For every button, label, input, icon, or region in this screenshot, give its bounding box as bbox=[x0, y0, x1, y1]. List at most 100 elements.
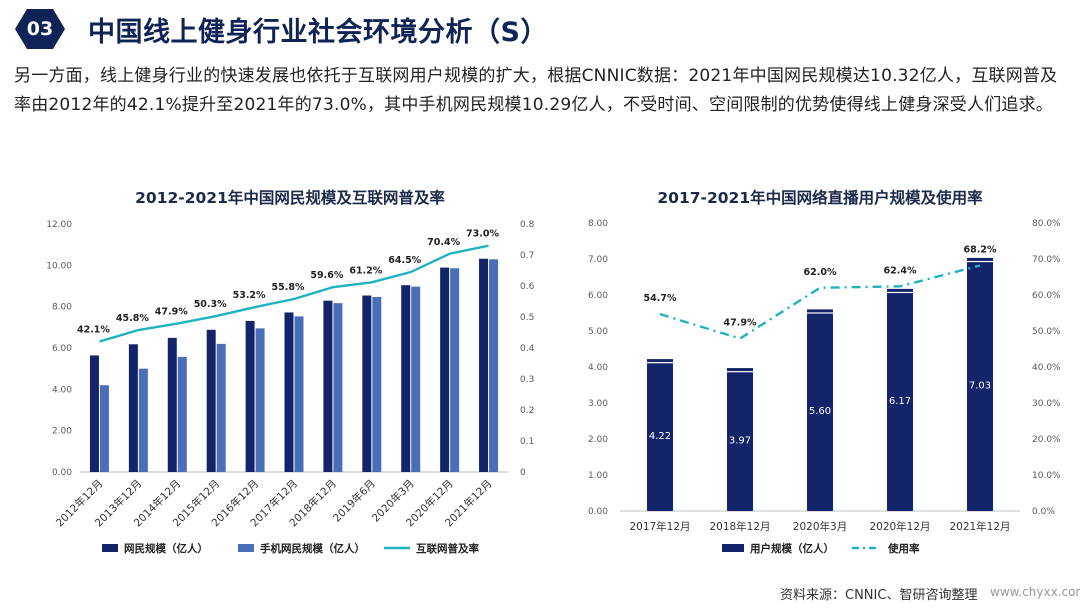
legend-user-scale-swatch bbox=[722, 544, 744, 552]
y2-tick-label: 60.0% bbox=[1032, 291, 1061, 301]
x-tick-label: 2021年12月 bbox=[949, 520, 1010, 533]
bar-netizens bbox=[362, 295, 372, 472]
y-tick-label: 12.00 bbox=[46, 220, 72, 230]
y2-tick-label: 0.8 bbox=[520, 220, 535, 230]
bar-top-stripe bbox=[807, 312, 833, 314]
y-tick-label: 8.00 bbox=[52, 303, 72, 313]
legend-user-scale: 用户规模（亿人） bbox=[749, 542, 834, 555]
data-label-user-scale: 4.22 bbox=[649, 431, 671, 442]
site-url: www.chyxx.com bbox=[990, 585, 1080, 599]
bar-user-scale bbox=[887, 288, 913, 511]
y2-tick-label: 40.0% bbox=[1032, 363, 1061, 373]
bar-top-stripe bbox=[967, 260, 993, 263]
data-label-rate: 64.5% bbox=[388, 255, 421, 266]
bar-netizens bbox=[401, 285, 411, 472]
y-tick-label: 7.00 bbox=[588, 255, 608, 265]
bar-netizens bbox=[245, 320, 255, 472]
y-tick-label: 6.00 bbox=[588, 291, 608, 301]
y-tick-label: 5.00 bbox=[588, 327, 608, 337]
bar-netizens bbox=[479, 258, 489, 472]
live-streaming-chart: 0.00 1.00 2.00 3.00 4.00 5.00 6.00 7.00 8.00 0.0%… bbox=[588, 219, 1061, 555]
data-label-usage-rate: 62.4% bbox=[884, 265, 917, 276]
bar-top-stripe bbox=[727, 371, 753, 373]
section-number-badge: 03 bbox=[14, 7, 66, 51]
data-label-rate: 50.3% bbox=[194, 299, 227, 310]
data-label-user-scale: 6.17 bbox=[889, 396, 911, 407]
bar-user-scale bbox=[647, 359, 673, 511]
y-tick-label: 8.00 bbox=[588, 219, 608, 229]
data-label-rate: 53.2% bbox=[233, 290, 266, 301]
y2-tick-label: 0.4 bbox=[520, 344, 535, 354]
x-tick-label: 2017年12月 bbox=[629, 520, 690, 533]
bar-user-scale bbox=[807, 309, 833, 511]
data-label-usage-rate: 54.7% bbox=[644, 293, 677, 304]
bar-mobile-netizens bbox=[138, 368, 148, 472]
legend-mobile-netizens: 手机网民规模（亿人） bbox=[260, 542, 365, 555]
bar-top-stripe bbox=[647, 362, 673, 364]
y-tick-label: 10.00 bbox=[46, 261, 72, 271]
data-label-rate: 73.0% bbox=[466, 229, 499, 240]
bar-mobile-netizens bbox=[372, 296, 382, 472]
y-tick-label: 4.00 bbox=[52, 385, 72, 395]
chart1-title: 2012-2021年中国网民规模及互联网普及率 bbox=[135, 189, 445, 207]
bar-netizens bbox=[440, 267, 450, 472]
bar-mobile-netizens bbox=[333, 303, 343, 472]
y-tick-label: 6.00 bbox=[52, 344, 72, 354]
data-label-rate: 59.6% bbox=[310, 270, 343, 281]
y2-tick-label: 0 bbox=[520, 468, 526, 478]
y2-tick-label: 0.3 bbox=[520, 375, 534, 385]
data-label-rate: 61.2% bbox=[349, 265, 382, 276]
data-label-rate: 42.1% bbox=[77, 324, 110, 335]
legend-penetration-rate: 互联网普及率 bbox=[416, 542, 479, 555]
data-label-usage-rate: 47.9% bbox=[724, 318, 757, 329]
bar-netizens bbox=[284, 312, 294, 472]
legend-netizens-swatch bbox=[102, 544, 118, 552]
y-tick-label: 1.00 bbox=[588, 471, 608, 481]
data-label-rate: 70.4% bbox=[427, 237, 460, 248]
y2-tick-label: 0.1 bbox=[520, 437, 534, 447]
bar-netizens bbox=[323, 300, 333, 472]
line-penetration-rate bbox=[99, 244, 489, 343]
bar-mobile-netizens bbox=[294, 316, 304, 472]
x-tick-label: 2020年12月 bbox=[869, 520, 930, 533]
y-tick-label: 0.00 bbox=[588, 507, 608, 517]
y2-tick-label: 0.7 bbox=[520, 251, 534, 261]
bar-mobile-netizens bbox=[177, 356, 187, 472]
bar-top-stripe bbox=[887, 291, 913, 294]
y2-tick-label: 0.2 bbox=[520, 406, 534, 416]
y2-tick-label: 10.0% bbox=[1032, 471, 1061, 481]
bar-netizens bbox=[89, 355, 99, 472]
data-label-user-scale: 7.03 bbox=[969, 380, 991, 391]
bar-mobile-netizens bbox=[450, 268, 460, 472]
bar-mobile-netizens bbox=[255, 328, 265, 472]
y2-tick-label: 20.0% bbox=[1032, 435, 1061, 445]
y-tick-label: 2.00 bbox=[52, 427, 72, 437]
bar-netizens bbox=[128, 344, 138, 472]
bar-mobile-netizens bbox=[411, 286, 421, 472]
data-label-user-scale: 3.97 bbox=[729, 436, 751, 447]
intro-paragraph: 另一方面，线上健身行业的快速发展也依托于互联网用户规模的扩大，根据CNNIC数据… bbox=[14, 66, 1058, 115]
data-label-rate: 55.8% bbox=[272, 282, 305, 293]
y2-tick-label: 0.0% bbox=[1032, 507, 1055, 517]
y2-tick-label: 0.5 bbox=[520, 313, 534, 323]
legend-usage-rate: 使用率 bbox=[887, 542, 920, 555]
y-tick-label: 0.00 bbox=[52, 468, 72, 478]
bar-mobile-netizens bbox=[216, 343, 226, 472]
y2-tick-label: 70.0% bbox=[1032, 255, 1061, 265]
y2-tick-label: 80.0% bbox=[1032, 219, 1061, 229]
y2-tick-label: 0.6 bbox=[520, 282, 535, 292]
legend-netizens: 网民规模（亿人） bbox=[124, 542, 208, 555]
data-label-rate: 45.8% bbox=[116, 313, 149, 324]
x-tick-label: 2020年3月 bbox=[793, 520, 847, 533]
bar-mobile-netizens bbox=[489, 259, 499, 472]
y-tick-label: 3.00 bbox=[588, 399, 608, 409]
bar-netizens bbox=[206, 329, 216, 472]
section-number: 03 bbox=[26, 18, 54, 40]
chart2-title: 2017-2021年中国网络直播用户规模及使用率 bbox=[657, 189, 983, 207]
internet-users-chart: 0.00 2.00 4.00 6.00 8.00 10.00 12.00 0 0.1 0.2 0.3… bbox=[46, 220, 535, 555]
legend-mobile-netizens-swatch bbox=[238, 544, 254, 552]
bar-netizens bbox=[167, 337, 177, 472]
data-label-user-scale: 5.60 bbox=[809, 406, 831, 417]
y2-tick-label: 50.0% bbox=[1032, 327, 1061, 337]
page-title: 中国线上健身行业社会环境分析（S） bbox=[88, 17, 548, 48]
